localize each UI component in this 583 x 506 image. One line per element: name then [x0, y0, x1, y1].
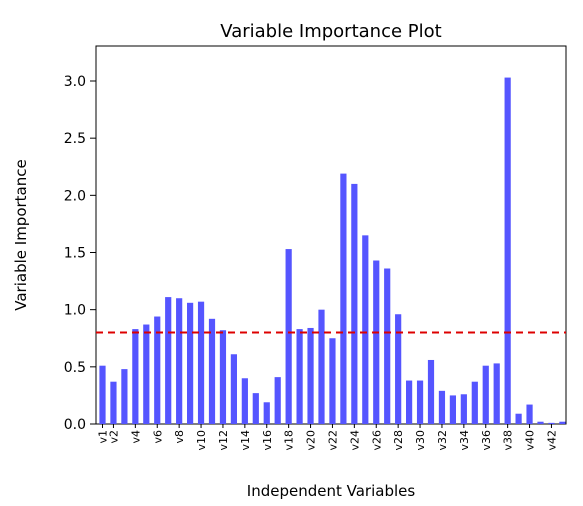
y-tick-label: 1.5: [64, 246, 86, 262]
bar-v1: [99, 365, 106, 424]
bar-v7: [165, 297, 172, 424]
x-tick-label: v32: [436, 430, 449, 451]
bar-v24: [351, 183, 358, 424]
x-tick-label: v12: [217, 430, 230, 451]
bar-v30: [416, 380, 424, 424]
x-tick-label: v8: [173, 430, 186, 444]
bars-group: [99, 77, 566, 424]
x-tick-label: v40: [524, 430, 537, 451]
x-axis-label: Independent Variables: [247, 482, 416, 500]
x-tick-label: v36: [480, 430, 493, 451]
bar-v2: [110, 381, 117, 424]
bar-v11: [208, 318, 216, 424]
bar-v8: [176, 298, 183, 424]
bar-v42: [548, 422, 555, 424]
x-tick-label: v28: [392, 430, 405, 451]
bar-v12: [219, 330, 227, 424]
x-tick-label: v1: [97, 430, 110, 444]
bar-v32: [438, 390, 446, 424]
x-tick-label: v10: [195, 430, 208, 451]
y-tick-label: 3.0: [64, 74, 86, 90]
x-tick-label: v14: [239, 430, 252, 451]
bar-v35: [471, 381, 478, 424]
bar-v13: [230, 354, 237, 424]
bar-v23: [340, 173, 347, 424]
bar-v34: [460, 394, 467, 424]
bar-v10: [197, 301, 205, 424]
bar-v20: [307, 327, 314, 424]
x-tick-label: v38: [502, 430, 515, 451]
bar-v40: [526, 404, 533, 424]
bar-v16: [263, 402, 270, 424]
x-tick-label: v4: [129, 430, 142, 444]
x-tick-label: v20: [305, 430, 318, 451]
bar-v14: [241, 378, 248, 424]
y-tick-label: 2.5: [64, 131, 86, 147]
bar-v36: [482, 365, 489, 424]
y-tick-label: 1.0: [64, 303, 86, 319]
bar-v31: [427, 359, 435, 424]
y-axis-label: Variable Importance: [12, 159, 30, 310]
bar-v41: [537, 421, 544, 424]
bar-v18: [285, 249, 292, 424]
x-tick-label: v16: [261, 430, 274, 451]
x-tick-label: v26: [370, 430, 383, 451]
y-tick-label: 0.0: [64, 417, 86, 433]
bar-v9: [187, 302, 194, 424]
x-tick-label: v24: [348, 430, 361, 451]
x-tick-label: v22: [326, 430, 339, 451]
y-tick-label: 2.0: [64, 188, 86, 204]
bar-v38: [504, 77, 511, 424]
bar-v15: [252, 393, 259, 424]
x-tick-label: v18: [283, 430, 296, 451]
chart-title: Variable Importance Plot: [220, 21, 441, 42]
bar-v33: [449, 395, 456, 424]
bar-v43: [559, 421, 566, 424]
bar-v22: [329, 338, 336, 424]
x-tick-label: v30: [414, 430, 427, 451]
bar-v6: [154, 316, 161, 424]
bar-v29: [406, 380, 413, 424]
bar-v21: [318, 309, 325, 424]
bar-v17: [274, 377, 281, 424]
y-axis: 0.0 0.5 1.0 1.5 2.0 2.5 3.0: [64, 74, 96, 433]
bar-v5: [143, 324, 150, 424]
bar-v26: [373, 260, 380, 424]
bar-v25: [362, 235, 369, 424]
bar-v27: [384, 268, 391, 424]
x-tick-label: v6: [151, 430, 164, 444]
x-tick-label: v2: [107, 430, 120, 444]
y-tick-label: 0.5: [64, 360, 86, 376]
bar-v39: [515, 413, 522, 424]
x-tick-label: v34: [458, 430, 471, 451]
bar-v4: [132, 329, 139, 424]
bar-v3: [121, 369, 128, 424]
bar-v19: [296, 329, 303, 424]
bar-v28: [395, 314, 402, 424]
bar-v37: [493, 363, 500, 424]
x-tick-label: v42: [545, 430, 558, 451]
